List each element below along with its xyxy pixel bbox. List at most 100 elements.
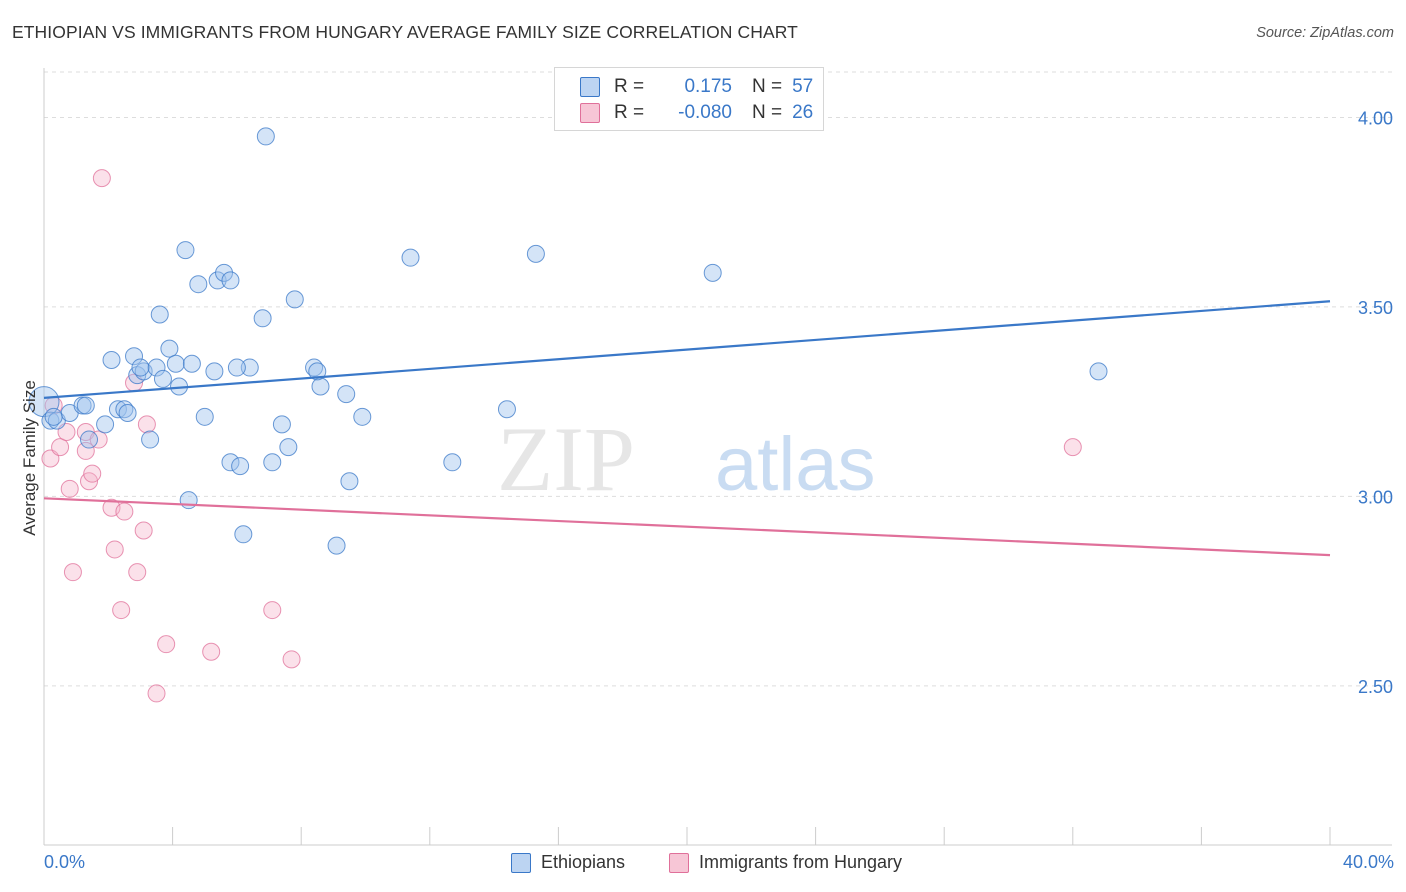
legend-n-label: N = [752, 76, 783, 97]
ethiopian-point [182, 354, 201, 373]
y-tick-labels: 2.50 3.00 3.50 4.00 [1358, 108, 1393, 696]
ethiopian-point [108, 400, 127, 419]
ethiopian-point [443, 453, 462, 472]
hungary-trend-line [43, 497, 1331, 557]
series-ethiopians-points [28, 127, 1108, 555]
ethiopian-point [234, 525, 253, 544]
hungary-point [76, 441, 95, 460]
ethiopian-point [272, 415, 291, 434]
ethiopian-point [153, 369, 172, 388]
hungary-point [134, 521, 153, 540]
hungary-point [147, 684, 166, 703]
stats-legend: R = 0.175 N = 57 R = -0.080 N = 26 [554, 67, 824, 131]
ethiopian-point [166, 354, 185, 373]
ethiopian-point [80, 430, 99, 449]
legend-n-label: N = [752, 102, 783, 123]
ethiopian-point [256, 127, 275, 146]
ethiopian-point [76, 396, 95, 415]
watermark-atlas: atlas [715, 422, 876, 507]
y-axis-label: Average Family Size [20, 380, 39, 536]
ethiopian-point [141, 430, 160, 449]
hungary-point [112, 601, 131, 620]
legend-r-label: R = [614, 102, 645, 123]
trend-lines [43, 300, 1331, 557]
ethiopian-point [150, 305, 169, 324]
hungary-point [1063, 438, 1082, 457]
hungary-point [115, 502, 134, 521]
ethiopian-point [231, 457, 250, 476]
ethiopian-point [327, 536, 346, 555]
ethiopian-point [401, 248, 420, 267]
chart-title: ETHIOPIAN VS IMMIGRANTS FROM HUNGARY AVE… [12, 22, 798, 42]
hungary-point [202, 642, 221, 661]
hungary-point [60, 479, 79, 498]
y-tick-label: 3.50 [1358, 298, 1393, 318]
ethiopian-point [189, 275, 208, 294]
ethiopian-point [28, 386, 60, 418]
series-swatch-pink [669, 852, 689, 873]
hungary-point [83, 464, 102, 483]
ethiopian-point [96, 415, 115, 434]
hungary-point [157, 635, 176, 654]
hungary-point [137, 415, 156, 434]
ethiopian-point [263, 453, 282, 472]
series-name-hungary: Immigrants from Hungary [699, 852, 903, 872]
source-credit: Source: ZipAtlas.com [1256, 25, 1394, 41]
legend-row-ethiopians: R = 0.175 N = 57 [580, 75, 813, 99]
ethiopian-point [253, 309, 272, 328]
ethiopian-point [125, 347, 144, 366]
series-swatch-blue [511, 852, 531, 873]
ethiopian-point [285, 290, 304, 309]
ethiopian-point [176, 241, 195, 260]
series-legend-ethiopians[interactable]: Ethiopians [511, 852, 625, 873]
gridlines [44, 71, 1392, 687]
ethiopian-point [205, 362, 224, 381]
legend-n-value: 57 [792, 76, 814, 97]
ethiopian-point [179, 491, 198, 510]
ethiopian-point [279, 438, 298, 457]
ethiopian-point [118, 404, 137, 423]
y-tick-label: 4.00 [1358, 108, 1393, 128]
y-tick-label: 2.50 [1358, 677, 1393, 697]
ethiopian-point [1089, 362, 1108, 381]
series-legend: Ethiopians Immigrants from Hungary [0, 852, 1406, 876]
legend-swatch-blue [580, 77, 600, 97]
ethiopian-point [221, 453, 240, 472]
hungary-point [263, 601, 282, 620]
watermark: ZIP atlas [497, 408, 876, 510]
ethiopian-point [160, 339, 179, 358]
hungary-point [105, 540, 124, 559]
hungary-point [282, 650, 301, 669]
legend-r-value: -0.080 [678, 102, 732, 123]
ethiopian-point [240, 358, 259, 377]
ethiopian-point [340, 472, 359, 491]
x-axis-min-label: 0.0% [44, 852, 86, 872]
series-legend-hungary[interactable]: Immigrants from Hungary [669, 852, 902, 873]
hungary-point [128, 563, 147, 582]
legend-n-value: 26 [792, 102, 814, 123]
legend-swatch-pink [580, 103, 600, 123]
legend-r-label: R = [614, 76, 645, 97]
legend-row-hungary: R = -0.080 N = 26 [580, 101, 813, 125]
ethiopian-point [102, 350, 121, 369]
ethiopian-point [353, 407, 372, 426]
ethiopian-point [497, 400, 516, 419]
hungary-point [89, 430, 108, 449]
watermark-zip: ZIP [497, 408, 635, 510]
ethiopian-point [337, 385, 356, 404]
axes [43, 68, 1392, 846]
ethiopian-point [221, 271, 240, 290]
hungary-point [63, 563, 82, 582]
ethiopian-point [227, 358, 246, 377]
legend-r-value: 0.175 [684, 76, 732, 97]
ethiopian-point [44, 407, 63, 426]
ethiopian-point [311, 377, 330, 396]
y-tick-label: 3.00 [1358, 487, 1393, 507]
hungary-point [51, 438, 70, 457]
ethiopian-point [147, 358, 166, 377]
x-axis-max-label: 40.0% [1342, 852, 1394, 872]
ethiopian-point [703, 263, 722, 282]
series-name-ethiopians: Ethiopians [541, 852, 626, 872]
ethiopian-point [131, 358, 150, 377]
